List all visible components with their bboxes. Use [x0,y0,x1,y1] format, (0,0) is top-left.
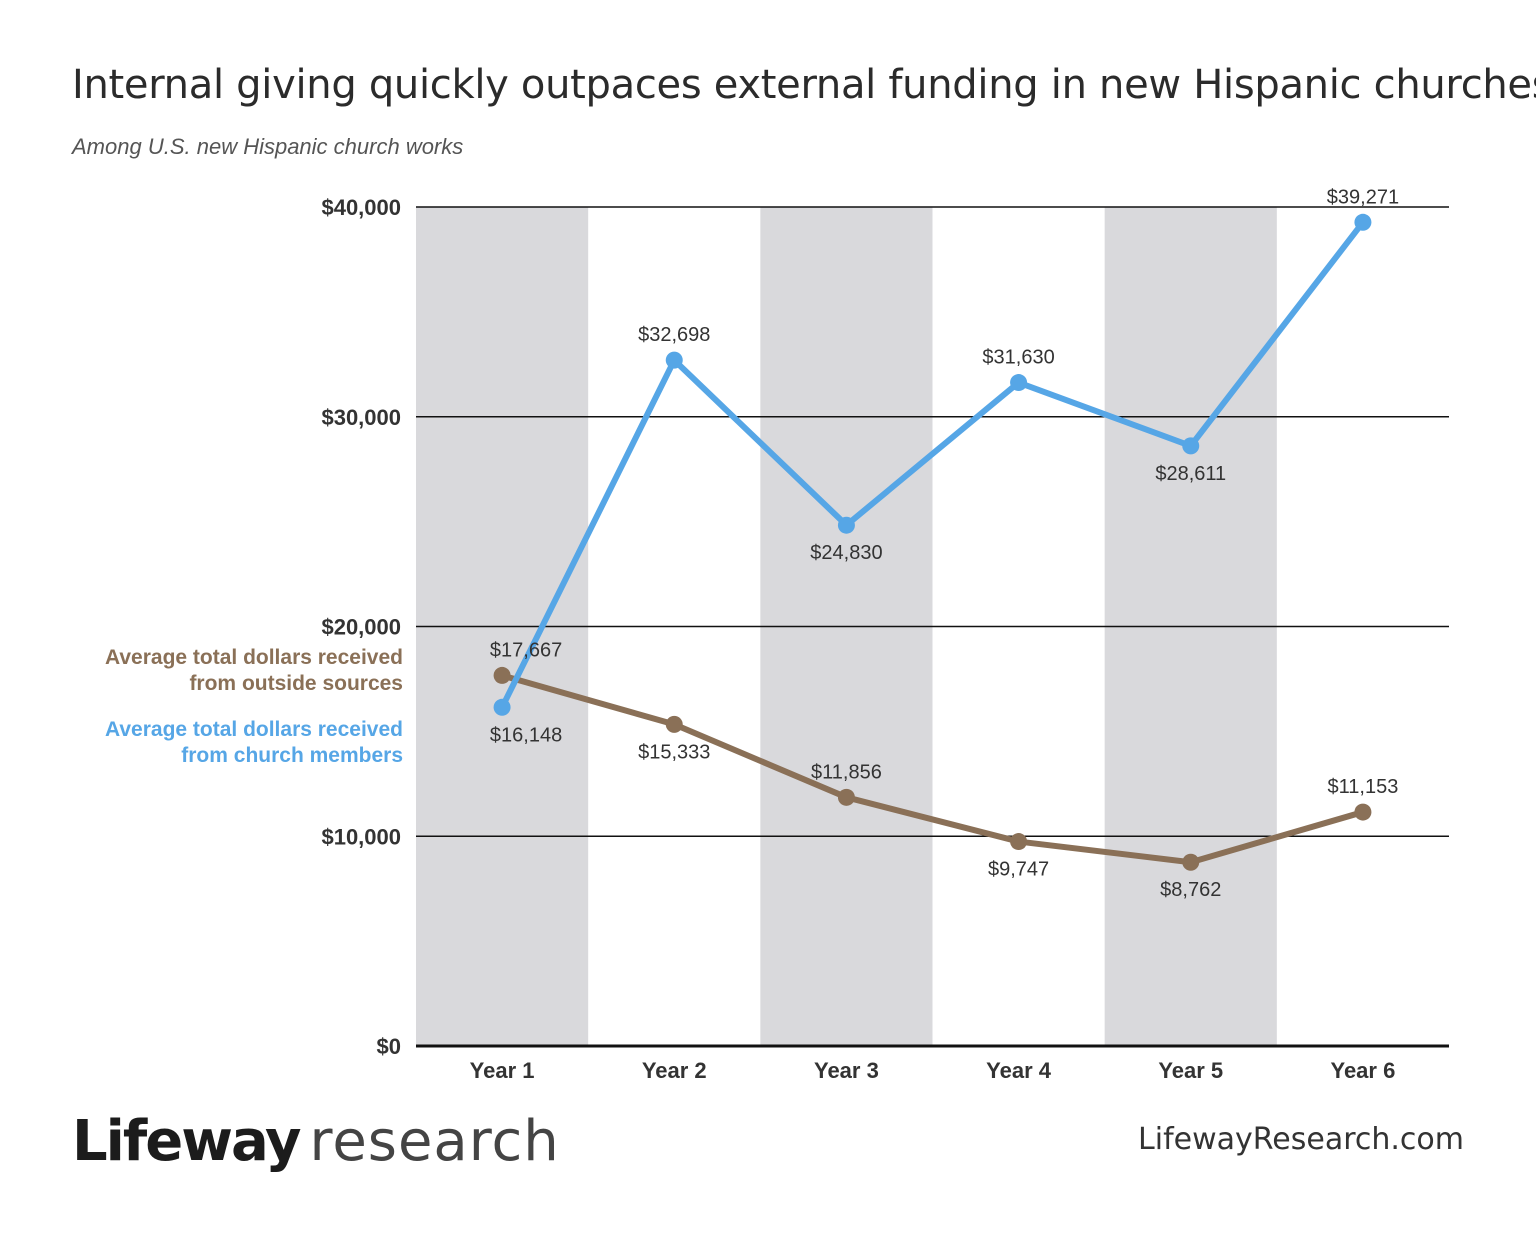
series-lines [499,219,1366,866]
legend-members-line1: Average total dollars received [104,718,403,741]
legend-outside-line1: Average total dollars received [104,646,403,669]
data-point-outside [665,715,683,733]
data-label-outside: $15,333 [638,741,710,763]
data-label-members: $31,630 [982,347,1054,369]
x-tick-label: Year 4 [986,1058,1052,1083]
x-tick-label: Year 3 [814,1058,879,1083]
legend-members-line2: from church members [181,744,403,767]
y-tick-label: $10,000 [321,824,401,849]
chart-title: Internal giving quickly outpaces externa… [72,62,1536,108]
y-tick-label: $0 [377,1034,401,1059]
data-label-outside: $17,667 [490,639,562,661]
data-point-members [1010,374,1028,392]
lifeway-research-logo: Lifeway research [72,1108,560,1174]
data-labels: $17,667 $15,333 $11,856 $9,747 $8,762 $11,153… [490,186,1399,901]
y-tick-label: $20,000 [321,615,401,640]
data-point-outside [493,666,511,684]
data-point-outside [1010,833,1028,851]
data-point-members [1354,213,1372,231]
data-label-members: $28,611 [1155,463,1226,485]
logo-research: research [309,1109,560,1174]
chart-subtitle: Among U.S. new Hispanic church works [72,134,464,159]
series-line-outside [499,672,1366,866]
x-tick-label: Year 6 [1330,1058,1395,1083]
data-label-outside: $11,856 [811,761,882,783]
data-point-outside [1182,853,1200,871]
data-label-outside: $11,153 [1328,776,1399,798]
data-label-members: $24,830 [810,542,882,564]
data-label-outside: $8,762 [1160,879,1221,901]
data-point-outside [1354,803,1372,821]
y-tick-label: $30,000 [321,405,401,430]
x-axis-labels: Year 1 Year 2 Year 3 Year 4 Year 5 Year 6 [470,1058,1396,1083]
gridlines [416,206,1449,1048]
series-line-members [499,219,1366,711]
y-tick-label: $40,000 [321,195,401,220]
legend-outside-line2: from outside sources [189,672,403,695]
data-label-members: $16,148 [490,724,562,746]
data-point-members [493,698,511,716]
data-label-members: $32,698 [638,324,710,346]
website-url: LifewayResearch.com [1138,1122,1464,1157]
y-axis-ticks: $0 $10,000 $20,000 $30,000 $40,000 [321,195,401,1059]
legend-outside-sources: Average total dollars received from outs… [105,645,403,697]
legend-church-members: Average total dollars received from chur… [105,717,403,769]
logo-lifeway: Lifeway [72,1109,302,1174]
x-tick-label: Year 1 [470,1058,535,1083]
x-tick-label: Year 5 [1158,1058,1223,1083]
data-point-outside [837,788,855,806]
data-label-outside: $9,747 [988,859,1049,881]
x-tick-label: Year 2 [642,1058,707,1083]
data-point-members [1182,437,1200,455]
data-point-members [665,351,683,369]
data-point-members [837,516,855,534]
data-label-members: $39,271 [1327,186,1399,208]
series-points [493,213,1372,871]
